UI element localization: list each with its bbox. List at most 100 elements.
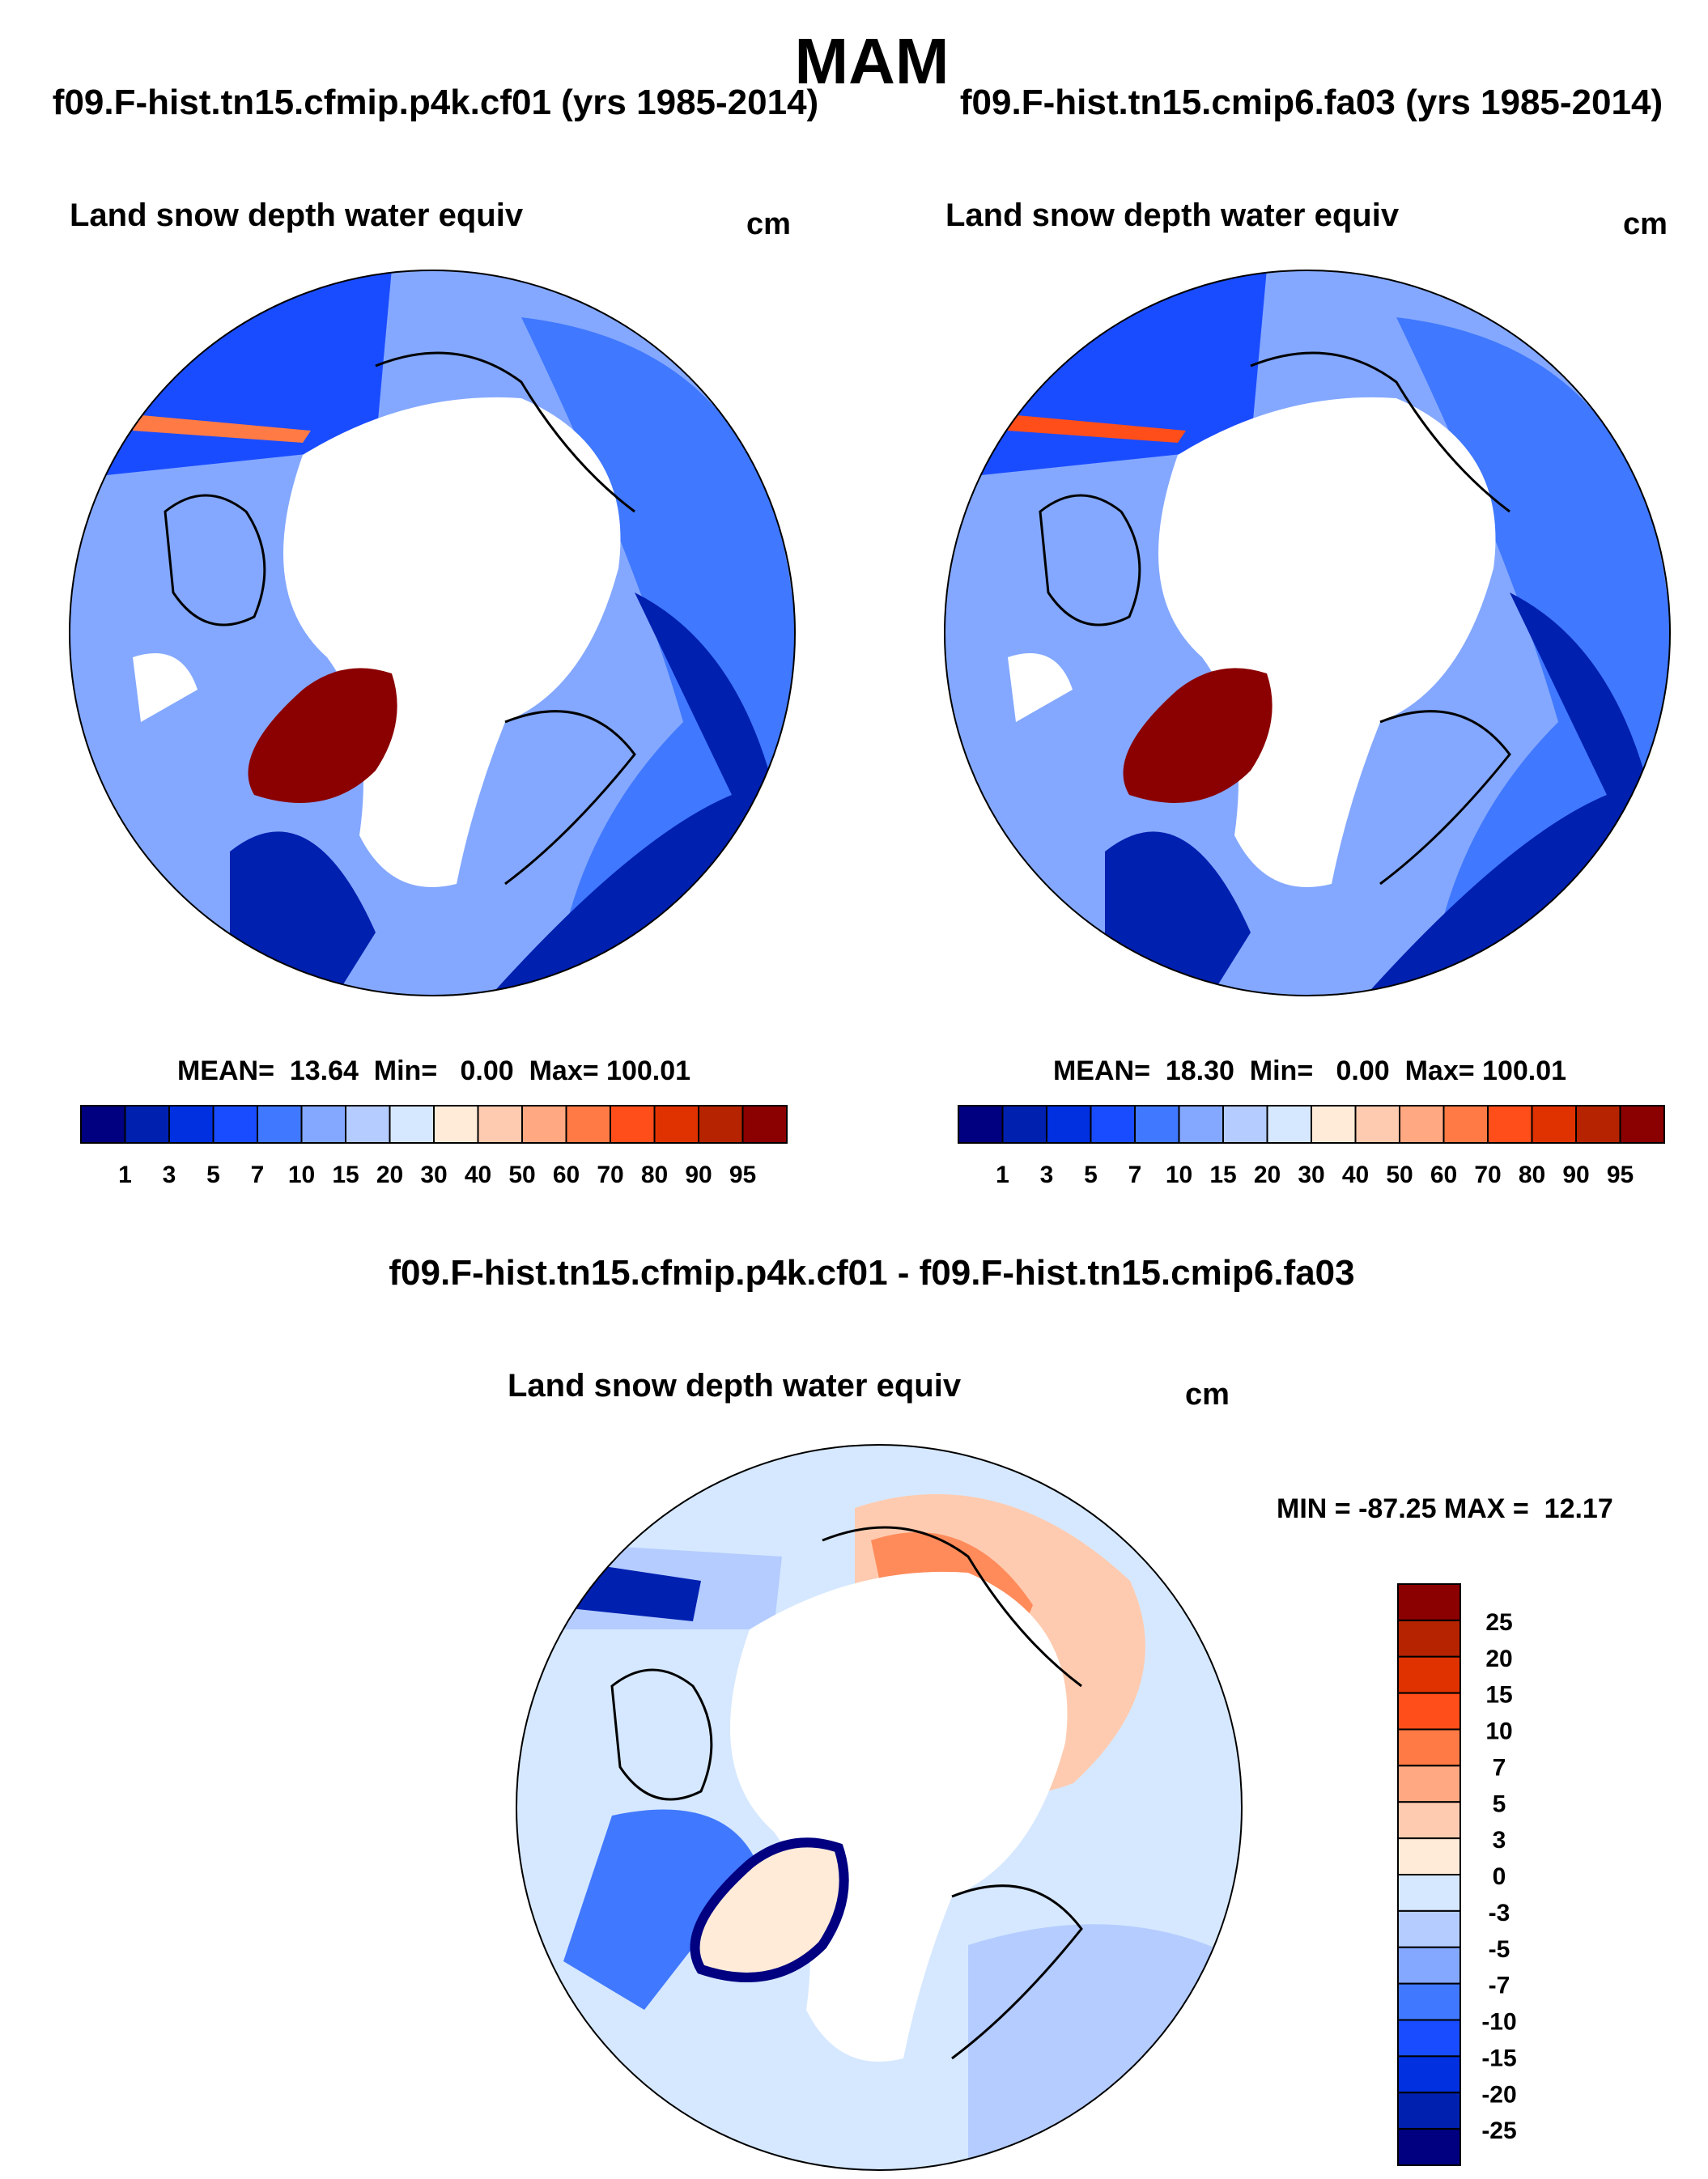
colorbar-box (958, 1105, 1004, 1144)
colorbar-box (1311, 1105, 1357, 1144)
colorbar-box (610, 1105, 656, 1144)
colorbar-tick-label: 30 (1298, 1162, 1324, 1188)
colorbar-box (1397, 2055, 1461, 2094)
colorbar-tick-label: 25 (1485, 1609, 1512, 1636)
greenland (1123, 668, 1273, 803)
panel2-units: cm (1623, 207, 1668, 241)
colorbar-tick-label: 50 (508, 1162, 535, 1188)
diff-colorbar: 25 20 15 10 7 5 3 0 -3 -5 -7 -10 -15 -20 -25 (1397, 1583, 1517, 2166)
colorbar-box (168, 1105, 215, 1144)
colorbar-box (1397, 1982, 1461, 2021)
siberia-coastline (375, 351, 635, 513)
colorbar-box (433, 1105, 479, 1144)
colorbar-box (1354, 1105, 1400, 1144)
colorbar-box (1266, 1105, 1312, 1144)
panel2-colorbar: 1 3 5 7 10 15 20 30 40 50 60 70 80 90 95 (958, 1105, 1665, 1188)
colorbar-box (1397, 1619, 1461, 1658)
colorbar-tick-label: 7 (1128, 1162, 1142, 1188)
colorbar-box (1397, 1801, 1461, 1840)
colorbar-tick-label: -20 (1481, 2081, 1516, 2108)
colorbar-box (565, 1105, 611, 1144)
colorbar-box (1397, 1728, 1461, 1767)
colorbar-tick-label: -7 (1489, 1973, 1510, 1999)
canadian-archipelago-coastline (610, 1668, 713, 1801)
colorbar-box (1397, 1765, 1461, 1803)
colorbar-box (653, 1105, 699, 1144)
colorbar-tick-label: 90 (685, 1162, 712, 1188)
colorbar-tick-label: 95 (1607, 1162, 1634, 1188)
colorbar-tick-label: -15 (1481, 2045, 1516, 2071)
panel1-subtitle: f09.F-hist.tn15.cfmip.p4k.cf01 (yrs 1985… (52, 83, 819, 122)
panel2-map (944, 270, 1671, 996)
colorbar-box (1619, 1105, 1665, 1144)
colorbar-box (1575, 1105, 1621, 1144)
siberia-coastline (1250, 351, 1510, 513)
colorbar-box (1397, 1837, 1461, 1875)
colorbar-tick-label: 15 (332, 1162, 359, 1188)
colorbar-tick-label: 80 (1519, 1162, 1545, 1188)
colorbar-tick-label: 40 (1342, 1162, 1369, 1188)
colorbar-box (1134, 1105, 1180, 1144)
colorbar-tick-label: -10 (1481, 2009, 1516, 2036)
colorbar-box (124, 1105, 170, 1144)
colorbar-box (698, 1105, 744, 1144)
panel2-stats: MEAN= 18.30 Min= 0.00 Max= 100.01 (1052, 1056, 1567, 1086)
colorbar-tick-label: 15 (1485, 1682, 1512, 1709)
colorbar-tick-label: 70 (1474, 1162, 1501, 1188)
colorbar-box (1397, 2092, 1461, 2130)
greenland (690, 1837, 849, 1982)
colorbar-tick-label: 60 (1430, 1162, 1457, 1188)
diff-subtitle: f09.F-hist.tn15.cfmip.p4k.cf01 - f09.F-h… (389, 1253, 1355, 1293)
colorbar-tick-label: 3 (163, 1162, 176, 1188)
diff-units: cm (1185, 1378, 1230, 1412)
colorbar-tick-label: 0 (1493, 1863, 1506, 1890)
colorbar-box (1397, 1583, 1461, 1621)
colorbar-tick-label: 60 (553, 1162, 580, 1188)
colorbar-box (1397, 1946, 1461, 1985)
colorbar-tick-label: -5 (1489, 1936, 1510, 1963)
scandinavia-coastline (951, 1884, 1083, 2060)
colorbar-tick-label: 40 (465, 1162, 491, 1188)
colorbar-box (1397, 1692, 1461, 1731)
colorbar-box (1178, 1105, 1224, 1144)
map-fill (516, 1445, 1242, 2170)
colorbar-box (345, 1105, 391, 1144)
europe-negative (968, 1924, 1242, 2170)
panel1-units: cm (746, 207, 791, 241)
panel1-colorbar: 1 3 5 7 10 15 20 30 40 50 60 70 80 90 95 (80, 1105, 788, 1188)
colorbar-box (1222, 1105, 1268, 1144)
diff-variable: Land snow depth water equiv (508, 1368, 962, 1404)
colorbar-tick-label: 7 (1493, 1754, 1506, 1781)
map-boundary (516, 1444, 1243, 2171)
colorbar-tick-label: 50 (1386, 1162, 1413, 1188)
colorbar-box (1046, 1105, 1092, 1144)
panel2-variable: Land snow depth water equiv (945, 198, 1400, 233)
colorbar-tick-label: 20 (376, 1162, 403, 1188)
scandinavia-coastline (504, 710, 636, 886)
colorbar-box (80, 1105, 126, 1144)
map-boundary (944, 270, 1671, 996)
colorbar-box (1397, 2128, 1461, 2166)
canadian-archipelago-coastline (164, 494, 266, 627)
colorbar-box (1442, 1105, 1489, 1144)
snowfree-region (133, 653, 198, 722)
colorbar-box (477, 1105, 523, 1144)
alaska-range (1008, 414, 1186, 443)
scandinavia-coastline (1379, 710, 1511, 886)
colorbar-box (257, 1105, 303, 1144)
colorbar-box (1397, 1874, 1461, 1912)
colorbar-box (1090, 1105, 1136, 1144)
map-fill (70, 270, 795, 996)
colorbar-tick-label: 10 (1485, 1718, 1512, 1745)
colorbar-tick-label: 5 (1084, 1162, 1098, 1188)
canada-negative (563, 1809, 758, 2010)
map-boundary (69, 270, 796, 996)
panel1-variable: Land snow depth water equiv (70, 198, 524, 233)
diff-stats: MIN = -87.25 MAX = 12.17 (1277, 1493, 1613, 1524)
alaska-range (133, 414, 311, 443)
colorbar-tick-label: 3 (1040, 1162, 1054, 1188)
colorbar-tick-label: 15 (1209, 1162, 1236, 1188)
colorbar-tick-label: 70 (597, 1162, 623, 1188)
colorbar-tick-label: 5 (1493, 1790, 1506, 1817)
colorbar-box (212, 1105, 258, 1144)
